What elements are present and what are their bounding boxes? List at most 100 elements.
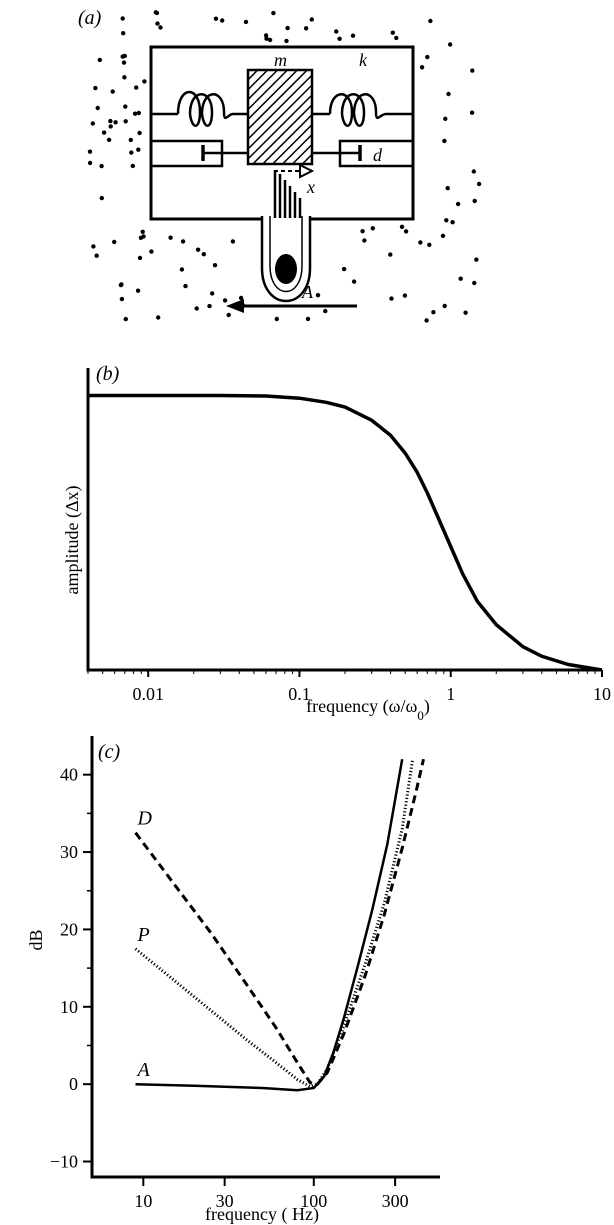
particle-dot xyxy=(362,238,367,243)
chart-b-ticks: 0.01 0.1 1 10 xyxy=(87,670,611,704)
displacement-label: x xyxy=(306,177,315,197)
chart-c-xtick-label: 100 xyxy=(300,1191,327,1211)
particle-dot xyxy=(128,137,133,143)
particle-dot xyxy=(168,235,173,240)
spring-left xyxy=(151,90,248,127)
particle-dot xyxy=(263,33,269,38)
particle-dot xyxy=(123,104,128,109)
particle-dot xyxy=(284,38,289,44)
particle-dot xyxy=(220,18,225,23)
particle-dot xyxy=(97,57,103,63)
chart-c-ytick-label: 0 xyxy=(69,1074,78,1094)
particle-dot xyxy=(119,296,125,302)
particle-dot xyxy=(447,42,453,47)
damper-left xyxy=(151,139,248,168)
particle-dot xyxy=(207,303,212,309)
chart-c-ytick-label: 40 xyxy=(60,765,78,785)
particle-dot xyxy=(95,105,100,111)
particle-dot xyxy=(121,31,126,36)
nucleus xyxy=(275,254,297,284)
particle-dot xyxy=(201,252,206,257)
particle-dot xyxy=(194,306,199,311)
acceleration-arrow xyxy=(226,299,357,313)
particle-dot xyxy=(350,33,356,38)
particle-dot xyxy=(443,116,448,122)
particle-dot xyxy=(195,247,201,252)
chart-c-ytick-label: −10 xyxy=(50,1152,78,1172)
chart-c-ytick-label: 10 xyxy=(60,997,78,1017)
panel-a-label: (a) xyxy=(78,7,102,29)
hair-cell-inner xyxy=(269,216,303,293)
particle-dot xyxy=(213,16,219,21)
particle-dot xyxy=(470,68,475,73)
particle-dot xyxy=(351,279,357,284)
particle-dot xyxy=(474,257,479,262)
chart-c-ticks: −10 0 10 20 30 40 10 30 100 300 xyxy=(50,765,409,1211)
spring-constant-label: k xyxy=(359,50,368,70)
particle-dot xyxy=(154,10,160,16)
particle-dot xyxy=(264,36,269,41)
particle-dot xyxy=(394,35,399,41)
particle-dot xyxy=(402,293,408,298)
particle-dot xyxy=(123,316,128,322)
particle-dot xyxy=(106,137,112,142)
chart-c-series-label-A: A xyxy=(136,1059,151,1081)
panel-b-label: (b) xyxy=(96,363,120,385)
particle-dot xyxy=(140,229,145,234)
particle-dot xyxy=(442,303,447,309)
particle-dot xyxy=(390,30,395,35)
particle-dot xyxy=(108,124,113,129)
particle-dot xyxy=(180,239,186,244)
chart-c-series-P xyxy=(134,758,415,1089)
chart-c-xtick-label: 30 xyxy=(216,1191,234,1211)
particle-dot xyxy=(309,17,314,22)
particle-dot xyxy=(427,242,432,247)
particle-dot xyxy=(303,26,309,31)
particle-dot xyxy=(120,16,125,21)
particle-dot xyxy=(99,195,105,201)
chart-c-axes xyxy=(90,736,440,1179)
particle-dot xyxy=(442,138,447,144)
particle-dot xyxy=(476,181,482,187)
chart-b-xlabel: frequency (ω/ω0) xyxy=(306,696,430,720)
particle-dot xyxy=(388,252,393,257)
particle-dot xyxy=(183,283,188,289)
chart-b-xtick-label: 1 xyxy=(446,684,455,704)
particle-dot xyxy=(315,293,321,298)
mass-label: m xyxy=(274,50,287,70)
displacement-arrow xyxy=(274,163,315,179)
particle-dot xyxy=(445,186,450,191)
chart-b-series-line xyxy=(88,393,603,672)
particle-dot xyxy=(91,244,96,249)
particle-dot xyxy=(110,89,115,94)
particle-dot xyxy=(121,60,127,65)
particle-dot xyxy=(418,240,423,245)
damping-label: d xyxy=(373,145,383,165)
particle-dot xyxy=(419,65,425,70)
particle-dot xyxy=(134,85,139,90)
chart-c-series-label-P: P xyxy=(137,924,150,946)
particle-dot xyxy=(112,239,117,245)
particle-dot xyxy=(141,234,146,239)
particle-dot xyxy=(455,201,461,207)
chart-c-xlabel: frequency ( Hz) xyxy=(205,1204,319,1225)
particle-dot xyxy=(210,291,215,296)
particle-dot xyxy=(370,226,375,231)
particle-dot xyxy=(446,91,451,97)
panel-c-label: (c) xyxy=(98,741,121,763)
particle-dot xyxy=(285,25,290,31)
acceleration-label: A xyxy=(301,282,314,302)
particle-dot xyxy=(118,282,124,288)
particle-dot xyxy=(155,21,160,26)
particle-dot xyxy=(458,276,463,281)
chart-b-xtick-label: 0.01 xyxy=(132,684,164,704)
particle-dot xyxy=(440,233,446,238)
particle-dot xyxy=(425,54,430,60)
particle-dot xyxy=(179,267,185,272)
particle-dot xyxy=(136,147,141,152)
particle-dot xyxy=(137,255,143,261)
particle-dot xyxy=(337,36,342,41)
particle-dot xyxy=(323,308,328,314)
hair-bundle xyxy=(273,170,302,218)
particle-dot xyxy=(424,318,429,323)
